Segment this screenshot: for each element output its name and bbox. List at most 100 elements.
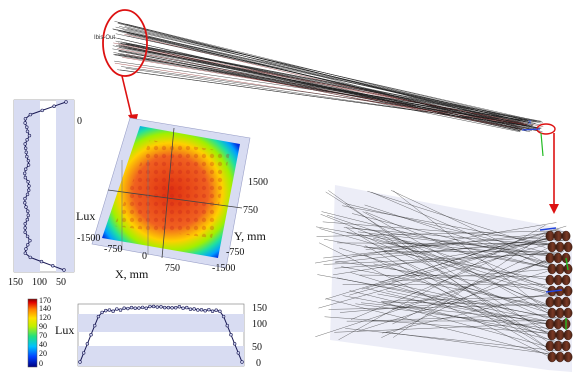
horizontal-profile-point xyxy=(185,305,189,310)
surface-x-axis-label: X, mm xyxy=(115,267,149,281)
bundle-axis-marker xyxy=(545,289,563,293)
ray-line xyxy=(114,54,536,123)
bundle-ray-line xyxy=(377,231,562,351)
horizontal-profile-lux-label: Lux xyxy=(55,323,75,337)
surface-x-tick-2: 0 xyxy=(142,251,147,262)
bundle-ray-line xyxy=(365,288,550,333)
vertical-profile-point xyxy=(25,154,29,159)
horizontal-profile-point xyxy=(232,342,237,346)
bundle-ray-line xyxy=(393,229,552,338)
vertical-profile-y-tick-1: 0 xyxy=(77,116,82,127)
fiber-rod-end xyxy=(547,351,557,363)
horizontal-profile-point xyxy=(162,305,167,310)
horizontal-profile-point xyxy=(210,309,215,313)
ray-line xyxy=(120,30,527,121)
vertical-profile-point xyxy=(40,108,44,113)
vertical-profile-point xyxy=(25,129,30,134)
horizontal-profile-point xyxy=(236,351,241,355)
colorbar xyxy=(27,298,38,368)
horizontal-profile-point xyxy=(107,308,112,312)
vertical-profile-plot xyxy=(13,99,75,273)
bundle-ray-line xyxy=(334,322,552,333)
source-callout-arrow xyxy=(121,75,134,123)
vertical-profile-point xyxy=(24,205,28,209)
bundle-ray-line xyxy=(343,227,552,246)
vertical-profile-point xyxy=(25,234,30,239)
vertical-profile-point xyxy=(51,264,55,268)
fiber-rod-end xyxy=(553,274,563,286)
vertical-profile-point xyxy=(25,192,30,197)
bundle-ray-line xyxy=(385,331,555,355)
horizontal-profile-point xyxy=(170,306,174,310)
surface-y-tick-2: 750 xyxy=(243,205,258,216)
bundle-ray-line xyxy=(372,313,554,322)
fiber-rod-end xyxy=(563,351,573,363)
bundle-ray-line xyxy=(342,205,563,247)
bundle-ray-line xyxy=(381,301,563,306)
horizontal-profile-point xyxy=(196,308,200,312)
fiber-rod-end xyxy=(545,230,555,242)
horizontal-profile-point xyxy=(118,308,123,312)
fiber-rod-end xyxy=(563,241,573,253)
fiber-rod-end xyxy=(555,263,565,275)
bundle-ray-line xyxy=(364,254,557,344)
bundle-ray-line xyxy=(318,242,554,360)
bundle-ray-line xyxy=(324,316,566,335)
bundle-ray-line xyxy=(325,191,564,344)
colorbar-tick-1: 170 xyxy=(39,296,51,305)
ray-line xyxy=(114,60,523,121)
bundle-ray-line xyxy=(390,235,568,316)
ray-fan xyxy=(112,21,544,133)
horizontal-profile-point xyxy=(93,323,97,328)
colorbar-tick-5: 70 xyxy=(39,331,47,340)
surface-y-crossline xyxy=(161,127,175,259)
bundle-ray-line xyxy=(323,253,556,265)
ray-line xyxy=(126,23,521,122)
vertical-profile-point xyxy=(23,251,28,255)
bundle-ray-line xyxy=(335,260,548,292)
bundle-ray-line xyxy=(392,246,551,325)
horizontal-profile-point xyxy=(221,314,226,319)
colorbar-tick-8: 0 xyxy=(39,359,43,368)
horizontal-profile-point xyxy=(137,306,141,310)
fiber-rod-end xyxy=(561,340,571,352)
fiber-rod-end xyxy=(553,296,563,308)
fiber-rod-end xyxy=(545,274,555,286)
fiber-rod-end xyxy=(555,351,565,363)
horizontal-profile-point xyxy=(148,304,152,309)
horizontal-profile-point xyxy=(199,308,204,312)
bundle-axis-marker xyxy=(565,257,569,271)
horizontal-profile-point xyxy=(96,314,101,319)
horizontal-profile-point xyxy=(111,309,115,313)
bundle-ray-line xyxy=(382,302,560,351)
horizontal-profile-band-bottom xyxy=(78,346,244,366)
horizontal-profile-point xyxy=(225,323,229,328)
horizontal-profile-point xyxy=(207,307,211,312)
surface-x-tick-3: 750 xyxy=(165,263,180,274)
vertical-profile-point xyxy=(26,209,30,213)
axis-y-marker xyxy=(540,132,544,157)
bundle-ray-line xyxy=(334,251,560,269)
fiber-rod-end xyxy=(547,263,557,275)
ray-line xyxy=(126,35,534,125)
horizontal-profile-point xyxy=(100,310,104,315)
bundle-ray-line xyxy=(318,237,570,309)
axis-z-marker-label: x xyxy=(528,119,532,126)
vertical-profile-point xyxy=(27,188,31,192)
vertical-profile-point xyxy=(39,259,44,264)
bundle-axis-marker xyxy=(539,227,557,231)
fiber-rod-end xyxy=(545,296,555,308)
ray-line xyxy=(112,28,521,121)
horizontal-profile-point xyxy=(214,308,218,312)
vertical-profile-point xyxy=(23,222,27,226)
horizontal-profile-point xyxy=(122,306,126,310)
surface-y-axis-label: Y, mm xyxy=(234,229,266,243)
source-lamp-label: Ibis-Out xyxy=(94,35,116,41)
ray-line xyxy=(117,38,521,132)
bundle-ray-line xyxy=(345,227,553,352)
horizontal-profile-point xyxy=(85,342,90,346)
colorbar-tick-7: 20 xyxy=(39,349,47,358)
bundle-ray-line xyxy=(359,234,566,328)
vertical-profile-x-tick-2: 100 xyxy=(32,277,47,288)
horizontal-profile-point xyxy=(159,305,163,309)
